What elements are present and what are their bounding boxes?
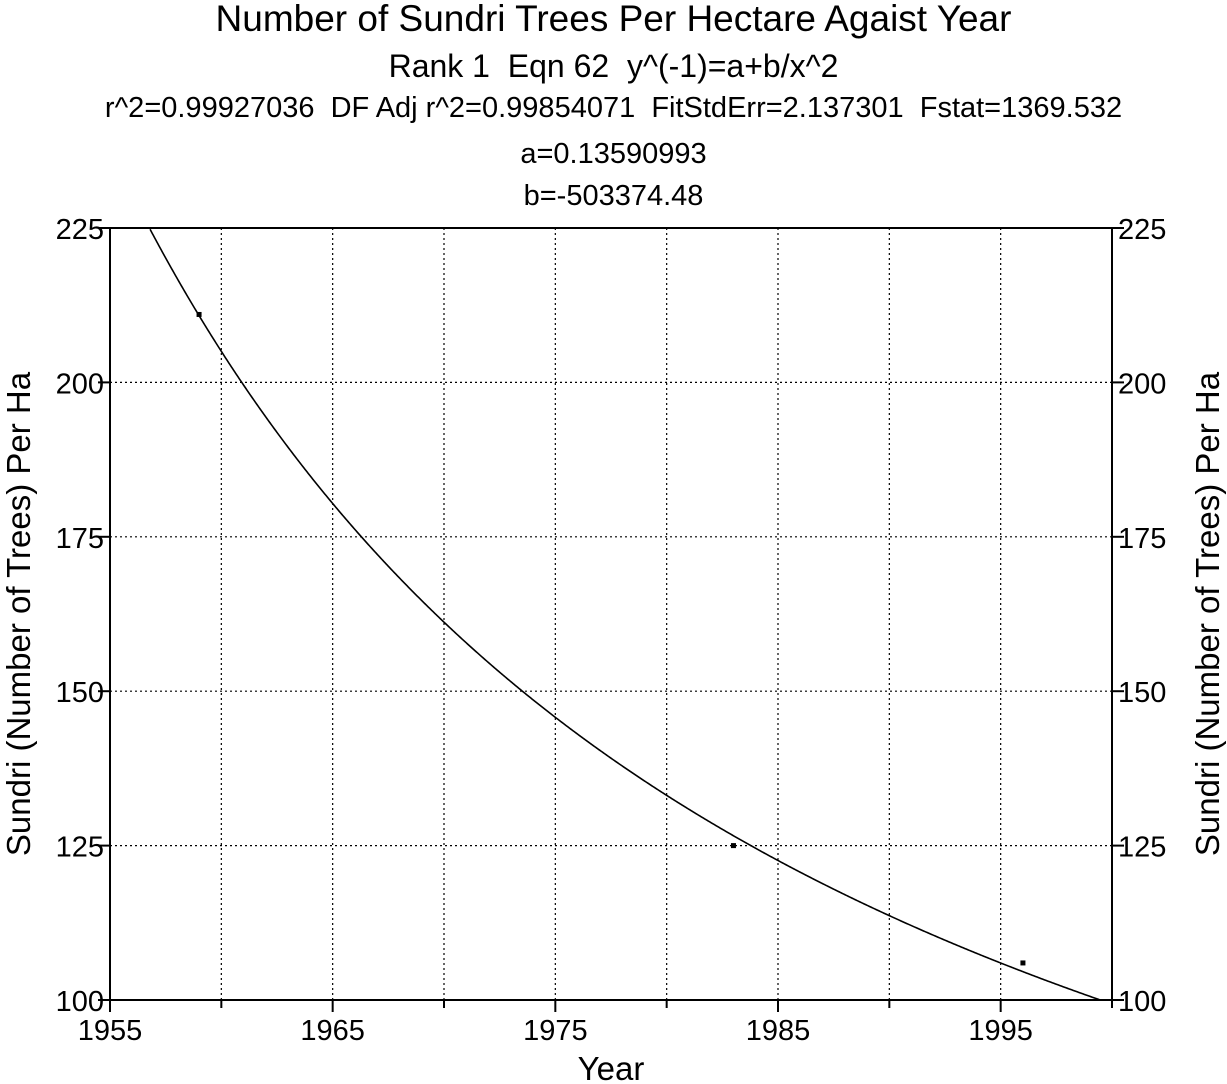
y-tick-label-left: 175 — [56, 523, 104, 555]
x-tick-label: 1955 — [78, 1015, 143, 1047]
chart-title: Number of Sundri Trees Per Hectare Agais… — [215, 0, 1012, 39]
chart-subtitle-param-a: a=0.13590993 — [520, 138, 707, 170]
y-tick-label-right: 200 — [1118, 368, 1166, 400]
tick-labels: 1955 1965 1975 1985 1995 100 100 125 125 150 150 17… — [56, 214, 1167, 1047]
grid-lines — [110, 228, 1112, 1000]
x-tick-label: 1975 — [523, 1015, 588, 1047]
x-tick-label: 1985 — [746, 1015, 811, 1047]
y-tick-label-right: 100 — [1118, 986, 1166, 1018]
y-tick-label-left: 100 — [56, 986, 104, 1018]
y-tick-label-right: 125 — [1118, 832, 1166, 864]
plot-frame — [109, 227, 1113, 1001]
data-points — [196, 311, 1026, 966]
y-tick-label-left: 225 — [56, 214, 104, 246]
y-tick-label-right: 175 — [1118, 523, 1166, 555]
chart-subtitle-stats: r^2=0.99927036 DF Adj r^2=0.99854071 Fit… — [104, 92, 1123, 124]
fit-curve — [149, 228, 1101, 1001]
x-axis-label: Year — [578, 1050, 645, 1084]
data-point — [730, 843, 736, 849]
chart-subtitle-param-b: b=-503374.48 — [523, 180, 704, 212]
y-tick-label-right: 225 — [1118, 214, 1166, 246]
y-tick-label-left: 150 — [56, 677, 104, 709]
y-axis-label-right: Sundri (Number of Trees) Per Ha — [1189, 371, 1226, 856]
data-point — [1020, 960, 1026, 966]
y-tick-label-left: 200 — [56, 368, 104, 400]
x-tick-label: 1965 — [300, 1015, 365, 1047]
axis-ticks — [98, 227, 1124, 1012]
y-axis-label-left: Sundri (Number of Trees) Per Ha — [0, 371, 37, 856]
y-tick-label-right: 150 — [1118, 677, 1166, 709]
data-point — [196, 311, 202, 317]
y-tick-label-left: 125 — [56, 832, 104, 864]
chart-subtitle-equation: Rank 1 Eqn 62 y^(-1)=a+b/x^2 — [388, 48, 839, 84]
x-tick-label: 1995 — [968, 1015, 1033, 1047]
